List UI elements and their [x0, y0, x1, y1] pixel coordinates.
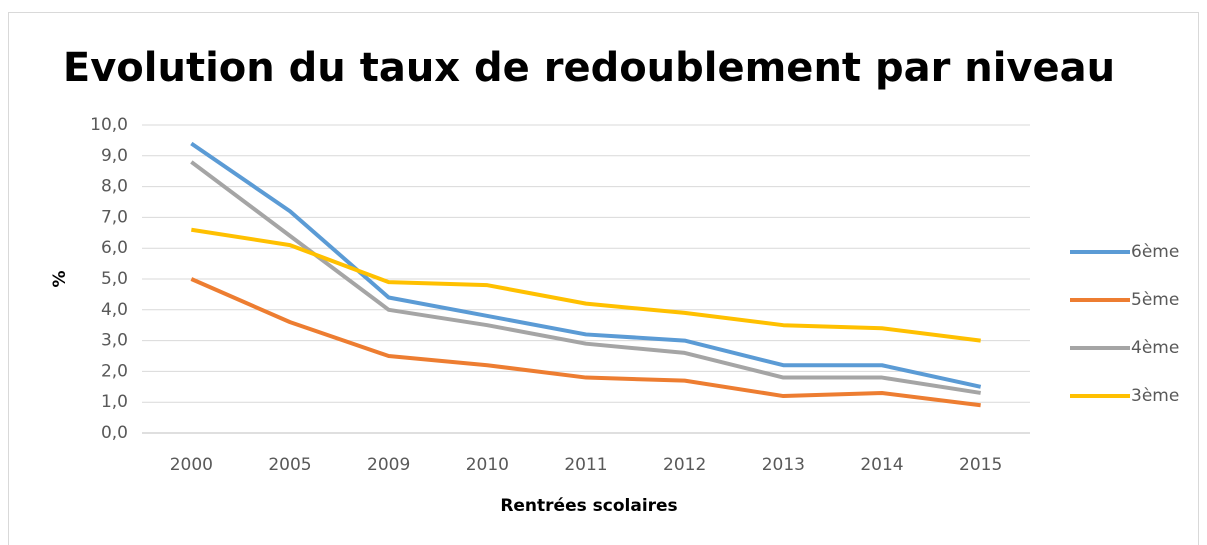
chart-title: Evolution du taux de redoublement par ni…: [63, 45, 1115, 91]
x-tick-label: 2009: [367, 455, 410, 475]
x-tick-label: 2010: [466, 455, 509, 475]
legend-label: 3ème: [1131, 386, 1179, 406]
y-tick-label: 6,0: [101, 238, 128, 258]
legend-label: 6ème: [1131, 242, 1179, 262]
y-tick-label: 5,0: [101, 269, 128, 289]
x-tick-label: 2000: [170, 455, 213, 475]
x-tick-label: 2015: [959, 455, 1002, 475]
x-tick-label: 2011: [564, 455, 607, 475]
series-line: [190, 141, 982, 389]
y-tick-label: 8,0: [101, 177, 128, 197]
y-tick-label: 1,0: [101, 392, 128, 412]
legend-label: 5ème: [1131, 290, 1179, 310]
y-tick-label: 0,0: [101, 423, 128, 443]
chart-border: [8, 12, 1199, 545]
y-tick-label: 7,0: [101, 207, 128, 227]
series-line: [190, 277, 981, 408]
y-axis-title: %: [50, 270, 70, 287]
legend-label: 4ème: [1131, 338, 1179, 358]
y-tick-label: 4,0: [101, 300, 128, 320]
series-line: [190, 160, 981, 395]
x-tick-label: 2005: [268, 455, 311, 475]
y-tick-label: 3,0: [101, 331, 128, 351]
y-tick-label: 10,0: [90, 115, 128, 135]
y-tick-label: 9,0: [101, 146, 128, 166]
series-line: [191, 227, 981, 343]
x-axis-title: Rentrées scolaires: [500, 496, 677, 516]
y-tick-label: 2,0: [101, 361, 128, 381]
x-tick-label: 2012: [663, 455, 706, 475]
x-tick-label: 2014: [860, 455, 903, 475]
x-tick-label: 2013: [762, 455, 805, 475]
